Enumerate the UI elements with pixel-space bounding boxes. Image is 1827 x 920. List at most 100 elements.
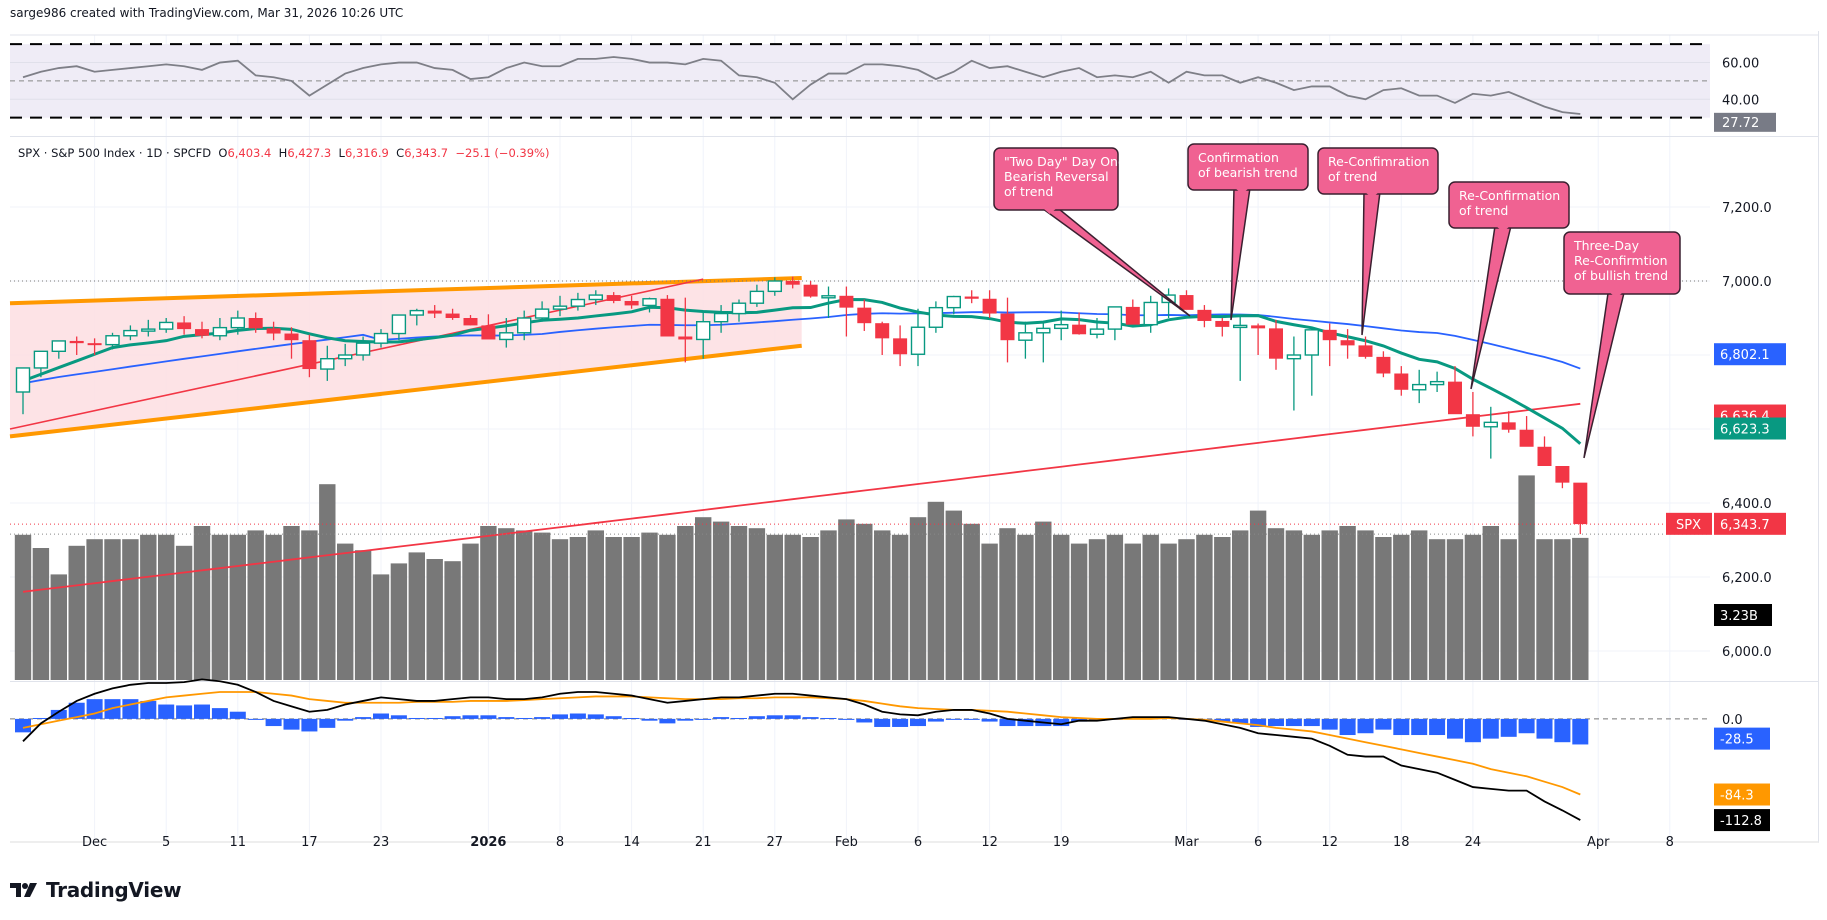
candle-body (212, 326, 228, 337)
macd-histogram-bar (176, 705, 193, 719)
macd-histogram-bar (516, 717, 533, 719)
candle-body (15, 367, 31, 393)
macd-histogram-bar (1572, 718, 1589, 745)
candle-body (678, 336, 693, 340)
candle (749, 284, 765, 307)
candle-body (141, 328, 156, 332)
time-axis-label: 19 (1053, 835, 1070, 850)
macd-histogram-bar (32, 717, 49, 719)
volume-bar (1070, 543, 1088, 680)
price-pane[interactable] (9, 276, 1710, 680)
macd-histogram-bar (784, 715, 801, 719)
candle (141, 319, 156, 337)
macd-value: -112.8 (1720, 814, 1762, 829)
volume-bar (372, 574, 390, 680)
candle (875, 321, 890, 355)
price-axis[interactable]: 60.00 40.00 27.72 7,200.0 7,000.0 6,400.0 6,20… (1666, 57, 1786, 832)
time-axis-label: 2026 (470, 835, 506, 850)
candle-body (928, 306, 944, 328)
candle-body (1555, 466, 1570, 483)
candle (1429, 371, 1445, 392)
candle-body (1089, 328, 1105, 335)
time-axis-label: 24 (1465, 835, 1482, 850)
candle (1573, 482, 1588, 535)
annotation-box (1563, 231, 1681, 295)
time-axis-label: 8 (556, 835, 564, 850)
candle-body (821, 295, 836, 299)
volume-bar (802, 537, 819, 680)
candle (1251, 323, 1266, 355)
macd-histogram-bar (408, 717, 425, 719)
candle-body (964, 296, 979, 299)
macd-histogram-bar (892, 718, 909, 727)
candle (158, 318, 174, 333)
volume-bar (677, 526, 694, 680)
annotation-box (1448, 181, 1570, 229)
candle (123, 325, 138, 341)
volume-bar (390, 563, 408, 680)
tradingview-logo[interactable]: TradingView (10, 878, 182, 902)
rsi-line (22, 56, 1581, 115)
candle-body (1179, 295, 1194, 310)
macd-histogram-bar (229, 711, 246, 719)
candle-body (195, 329, 209, 336)
time-axis-label: Mar (1174, 835, 1199, 850)
macd-histogram-bar (820, 717, 837, 719)
macd-pane[interactable] (10, 678, 1710, 821)
candle (982, 290, 997, 318)
candle (946, 295, 961, 315)
volume-bar (1196, 534, 1213, 680)
volume-bar (1518, 475, 1535, 680)
candle (1215, 318, 1230, 337)
candle (1000, 297, 1015, 363)
annotation-pointer (1230, 187, 1251, 321)
volume-bar (337, 543, 354, 680)
candle-body (320, 358, 335, 370)
volume-bar (175, 545, 193, 680)
time-axis-label: 23 (373, 835, 390, 850)
candle-body (373, 332, 389, 344)
volume-bar (50, 574, 67, 680)
macd-histogram-bar (874, 718, 891, 727)
time-axis-label: 21 (695, 835, 712, 850)
macd-histogram-bar (641, 718, 658, 721)
legend-high-label: H (278, 146, 288, 160)
volume-bar (1017, 534, 1034, 680)
candle-body (266, 328, 281, 334)
annotation-text: "Two Day" Day One (1004, 154, 1126, 169)
candle (1394, 366, 1409, 396)
symbol-legend[interactable]: SPX · S&P 500 Index · 1D · SPCFD O6,403.… (18, 146, 550, 160)
macd-histogram-bar (122, 699, 139, 719)
candle-body (1573, 482, 1588, 525)
rsi-pane[interactable] (10, 43, 1710, 119)
time-axis[interactable]: Dec 5 11 17 23 2026 8 14 21 27 Feb 6 12 19 Mar 6 12 18 24 A… (82, 835, 1674, 850)
candle-body (517, 317, 532, 334)
volume-bar (1053, 534, 1070, 680)
candle-body (499, 332, 514, 341)
volume-bar (695, 517, 712, 680)
volume-bar (569, 537, 587, 680)
volume-bar (605, 537, 622, 680)
chart-credit: sarge986 created with TradingView.com, M… (10, 6, 404, 20)
candle-body (749, 290, 765, 304)
candle (588, 290, 603, 306)
time-axis-label: 8 (1666, 835, 1674, 850)
volume-bar (1375, 537, 1392, 680)
candle (893, 325, 908, 367)
candle (1143, 295, 1158, 333)
candle-body (1143, 301, 1158, 326)
candle-body (1358, 345, 1373, 357)
candle-body (481, 325, 496, 340)
candle-body (355, 342, 371, 356)
macd-histogram-bar (15, 718, 31, 733)
candle-body (463, 318, 478, 326)
volume-bar (1339, 526, 1356, 680)
volume-bar (247, 530, 264, 680)
